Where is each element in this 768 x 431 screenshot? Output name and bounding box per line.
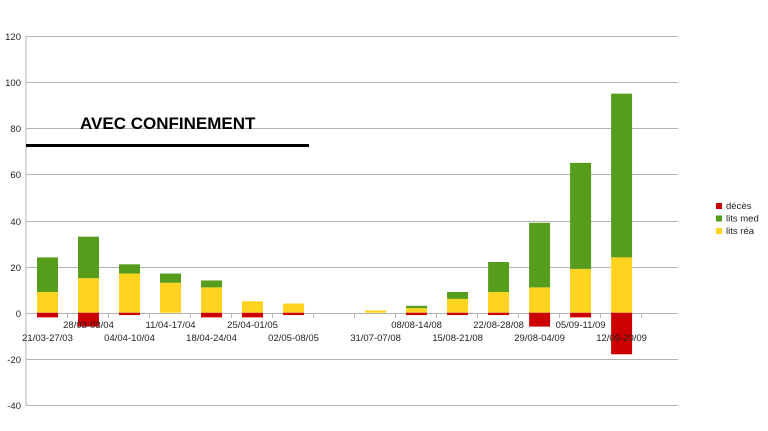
y-tick-label: 40 (10, 217, 21, 228)
annotation-text: AVEC CONFINEMENT (80, 114, 256, 133)
bar-lits-med (570, 162, 592, 269)
bar-deces (37, 312, 59, 318)
y-tick-label: 0 (16, 309, 21, 320)
bar-lits-med (611, 93, 633, 258)
bar-lits-rea (37, 291, 59, 313)
x-category-label: 22/08-28/08 (473, 320, 524, 331)
x-category-label: 28/03-03/04 (63, 320, 114, 331)
bar-deces (201, 312, 223, 318)
bar-deces (119, 312, 141, 316)
legend-label: lits med (726, 214, 759, 225)
x-category-label: 11/04-17/04 (146, 320, 196, 331)
y-axis-ticks: -40 -20 0 20 40 60 80 100 120 (5, 32, 21, 412)
bar-lits-rea (570, 268, 592, 313)
x-axis: 21/03-27/03 28/03-03/04 04/04-10/04 11/04-1… (22, 312, 647, 344)
bars (37, 93, 633, 355)
y-tick-label: 100 (5, 78, 21, 89)
bar-deces (78, 312, 100, 327)
x-category-label: 12/09-20/09 (596, 333, 647, 344)
bar-lits-rea (488, 291, 510, 313)
y-tick-label: 20 (10, 263, 21, 274)
bar-lits-med (37, 257, 59, 292)
x-category-label: 05/09-11/09 (556, 320, 606, 331)
bar-lits-rea (78, 278, 100, 313)
x-category-label: 15/08-21/08 (432, 333, 483, 344)
x-category-label: 08/08-14/08 (391, 320, 442, 331)
y-tick-label: 120 (5, 32, 21, 43)
x-category-label: 25/04-01/05 (227, 320, 278, 331)
bar-lits-med (488, 262, 510, 292)
legend-swatch (716, 203, 722, 209)
bar-lits-rea (201, 287, 223, 313)
y-tick-label: 80 (10, 124, 21, 135)
y-tick-label: -40 (7, 401, 21, 412)
bar-deces (611, 312, 633, 355)
bar-lits-rea (529, 287, 551, 313)
y-tick-label: 60 (10, 170, 21, 181)
x-category-label: 21/03-27/03 (22, 333, 73, 344)
bar-lits-rea (365, 310, 387, 313)
bar-lits-rea (447, 298, 469, 313)
bar-deces (570, 312, 592, 318)
x-category-label: 31/07-07/08 (350, 333, 401, 344)
bar-lits-med (160, 273, 182, 283)
x-category-label: 02/05-08/05 (268, 333, 319, 344)
legend-swatch (716, 228, 722, 234)
bar-lits-rea (611, 257, 633, 313)
bar-lits-med (447, 291, 469, 299)
bar-lits-rea (406, 308, 428, 313)
bar-deces (283, 312, 305, 316)
bar-lits-rea (283, 303, 305, 313)
bar-lits-med (119, 264, 141, 274)
y-tick-label: -20 (7, 355, 21, 366)
bar-lits-med (406, 305, 428, 309)
bar-deces (406, 312, 428, 316)
bar-deces (242, 312, 264, 318)
bar-lits-rea (119, 273, 141, 313)
bar-lits-med (201, 280, 223, 288)
bar-lits-rea (160, 282, 182, 313)
x-category-label: 18/04-24/04 (186, 333, 237, 344)
legend-label: décès (726, 201, 752, 212)
legend-swatch (716, 215, 722, 222)
x-category-label: 29/08-04/09 (514, 333, 565, 344)
legend-label: lits réa (726, 226, 755, 237)
bar-deces (447, 312, 469, 316)
bar-lits-rea (242, 301, 264, 313)
bar-lits-med (78, 236, 100, 279)
bar-deces (529, 312, 551, 327)
bar-lits-med (529, 222, 551, 288)
bar-deces (488, 312, 510, 316)
x-category-label: 04/04-10/04 (104, 333, 155, 344)
